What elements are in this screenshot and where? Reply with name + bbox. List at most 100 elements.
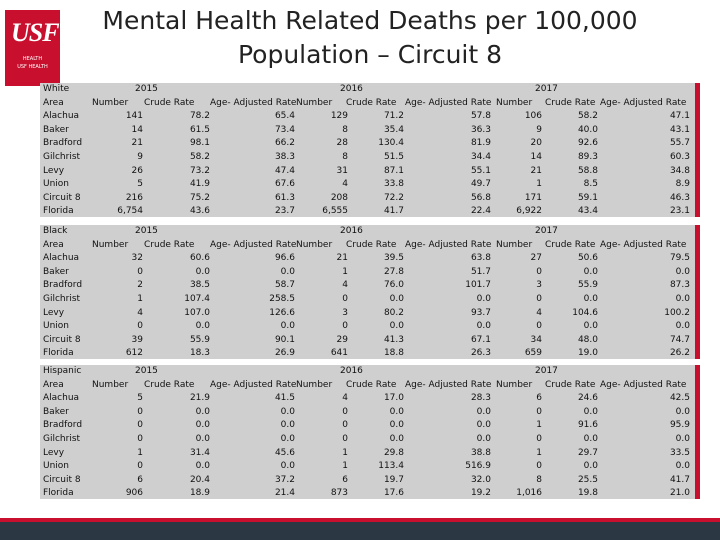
logo-subtext-2: USF HEALTH <box>17 64 48 70</box>
page-title: Mental Health Related Deaths per 100,000… <box>70 4 670 72</box>
table-cell: 76.0 <box>383 280 404 291</box>
table-cell: 32 <box>131 253 143 264</box>
table-cell: 58.8 <box>577 165 598 176</box>
row-area: Gilchrist <box>43 294 81 304</box>
table-cell: 0.0 <box>476 420 491 431</box>
table-cell: 6,754 <box>117 206 143 217</box>
table-cell: 67.6 <box>274 179 295 190</box>
year-label: 2017 <box>535 226 558 236</box>
table-cell: 0.0 <box>389 294 404 304</box>
column-header: Number <box>92 379 129 390</box>
table-cell: 21.4 <box>274 488 295 499</box>
table-cell: 0.0 <box>195 406 210 417</box>
table-cell: 19.0 <box>577 348 598 359</box>
table-cell: 6 <box>342 474 348 485</box>
table-cell: 38.5 <box>189 280 210 291</box>
column-header: Age- Adjusted Rate <box>600 239 687 250</box>
table-cell: 906 <box>125 488 143 499</box>
table-cell: 129 <box>330 111 348 122</box>
row-area: Florida <box>43 348 74 359</box>
column-header: Age- Adjusted Rate <box>210 97 297 108</box>
row-area: Alachua <box>43 253 80 264</box>
table-cell: 26.3 <box>470 348 491 359</box>
table-cell: 0.0 <box>476 321 491 332</box>
table-cell: 28 <box>336 138 348 149</box>
table-cell: 0 <box>342 294 348 304</box>
table-cell: 0.0 <box>476 294 491 304</box>
group-label: White <box>43 84 70 94</box>
column-header: Number <box>296 379 333 390</box>
table-cell: 0.0 <box>280 321 295 332</box>
year-label: 2015 <box>135 84 158 94</box>
table-cell: 9 <box>137 152 143 162</box>
table-cell: 80.2 <box>383 307 404 318</box>
table-cell: 92.6 <box>577 138 598 149</box>
accent-bar <box>695 83 700 217</box>
table-cell: 0.0 <box>675 434 690 444</box>
table-cell: 56.8 <box>470 192 491 203</box>
row-area: Levy <box>43 307 65 318</box>
table-cell: 33.5 <box>669 447 690 458</box>
table-cell: 41.7 <box>383 206 404 217</box>
table-cell: 17.0 <box>383 393 404 404</box>
table-cell: 26.2 <box>669 348 690 359</box>
column-header: Age- Adjusted Rate <box>405 239 492 250</box>
year-label: 2017 <box>535 366 558 376</box>
table-cell: 47.1 <box>669 111 690 122</box>
table-cell: 258.5 <box>269 294 295 304</box>
table-cell: 89.3 <box>577 152 598 162</box>
table-cell: 55.1 <box>470 165 491 176</box>
table-cell: 19.7 <box>383 474 404 485</box>
column-header: Age- Adjusted Rate <box>405 379 492 390</box>
table-cell: 6 <box>536 393 542 404</box>
table-cell: 1 <box>536 447 542 458</box>
table-cell: 4 <box>137 307 143 318</box>
table-cell: 58.2 <box>189 152 210 162</box>
table-cell: 58.2 <box>577 111 598 122</box>
table-cell: 1 <box>536 420 542 431</box>
table-cell: 65.4 <box>274 111 295 122</box>
table-cell: 0 <box>342 420 348 431</box>
table-cell: 0.0 <box>675 266 690 277</box>
row-area: Baker <box>43 124 69 135</box>
table-cell: 659 <box>524 348 542 359</box>
table-cell: 1 <box>137 294 143 304</box>
table-cell: 48.0 <box>577 334 598 345</box>
area-header: Area <box>43 97 64 108</box>
table-cell: 41.5 <box>274 393 295 404</box>
row-area: Alachua <box>43 393 80 404</box>
column-header: Number <box>92 97 129 108</box>
table-cell: 51.5 <box>383 152 404 162</box>
table-cell: 21.0 <box>669 488 690 499</box>
table-cell: 57.8 <box>470 111 491 122</box>
table-cell: 0.0 <box>583 321 598 332</box>
table-cell: 96.6 <box>274 253 295 264</box>
table-cell: 14 <box>131 124 143 135</box>
table-cell: 33.8 <box>383 179 404 190</box>
table-cell: 27.8 <box>383 266 404 277</box>
column-header: Age- Adjusted Rate <box>405 97 492 108</box>
table-cell: 21 <box>530 165 542 176</box>
year-label: 2017 <box>535 84 558 94</box>
table-cell: 0.0 <box>280 434 295 444</box>
table-cell: 208 <box>330 192 348 203</box>
table-cell: 19.8 <box>577 488 598 499</box>
table-cell: 0.0 <box>389 420 404 431</box>
table-cell: 0.0 <box>280 406 295 417</box>
column-header: Crude Rate <box>144 97 195 108</box>
table-cell: 21 <box>131 138 143 149</box>
table-cell: 0 <box>137 321 143 332</box>
row-area: Gilchrist <box>43 434 81 444</box>
table-cell: 43.1 <box>669 124 690 135</box>
table-cell: 8.9 <box>675 179 690 190</box>
table-cell: 1 <box>137 447 143 458</box>
table-cell: 1 <box>342 266 348 277</box>
table-black: Black 2015 2016 2017 Area Number Crude Rate Age… <box>40 225 700 359</box>
row-area: Bradford <box>43 138 83 149</box>
table-cell: 79.5 <box>669 253 690 264</box>
table-cell: 4 <box>342 393 348 404</box>
table-cell: 130.4 <box>378 138 404 149</box>
logo-subtext: HEALTH <box>22 56 43 62</box>
table-cell: 0.0 <box>675 461 690 472</box>
table-cell: 71.2 <box>383 111 404 122</box>
